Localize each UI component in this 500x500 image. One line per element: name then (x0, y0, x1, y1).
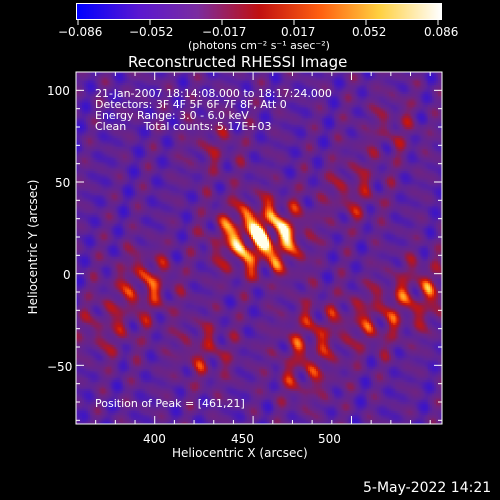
x-tick-label: 400 (143, 432, 166, 446)
colorbar (76, 3, 442, 20)
info-peak-position: Position of Peak = [461,21] (95, 397, 245, 410)
x-tick-label: 450 (231, 432, 254, 446)
y-tick-label: −50 (47, 360, 73, 374)
y-tick-label: 100 (47, 84, 70, 98)
x-tick-label: 500 (318, 432, 341, 446)
colorbar-tick-label: 0.052 (352, 25, 387, 39)
colorbar-ticks (77, 19, 439, 25)
footer-date: 5-May-2022 14:21 (363, 480, 492, 496)
info-energy: Energy Range: 3.0 - 6.0 keV (95, 109, 249, 122)
colorbar-tick-label: 0.017 (281, 25, 316, 39)
chart-title: Reconstructed RHESSI Image (128, 53, 348, 71)
colorbar-tick-label: −0.052 (129, 25, 174, 39)
y-tick-label: 0 (63, 268, 71, 282)
y-tick-label: 50 (55, 176, 71, 190)
colorbar-tick-label: 0.086 (424, 25, 459, 39)
info-detectors: Detectors: 3F 4F 5F 6F 7F 8F, Att 0 (95, 98, 287, 111)
heatmap-image (76, 72, 442, 424)
x-axis-label: Heliocentric X (arcsec) (172, 446, 308, 460)
y-axis-label: Heliocentric Y (arcsec) (26, 179, 40, 315)
colorbar-tick-label: −0.086 (58, 25, 103, 39)
colorbar-units: (photons cm⁻² s⁻¹ asec⁻²) (188, 39, 330, 52)
colorbar-tick-label: −0.017 (202, 25, 247, 39)
plot-frame (75, 71, 443, 425)
info-clean: Clean Total counts: 5.17E+03 (95, 120, 272, 133)
info-time: 21-Jan-2007 18:14:08.000 to 18:17:24.000 (95, 87, 332, 100)
